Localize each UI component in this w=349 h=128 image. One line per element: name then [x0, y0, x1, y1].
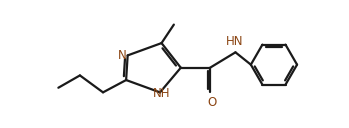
- Text: O: O: [207, 96, 216, 109]
- Text: N: N: [118, 49, 127, 62]
- Text: HN: HN: [226, 35, 244, 49]
- Text: NH: NH: [153, 87, 170, 100]
